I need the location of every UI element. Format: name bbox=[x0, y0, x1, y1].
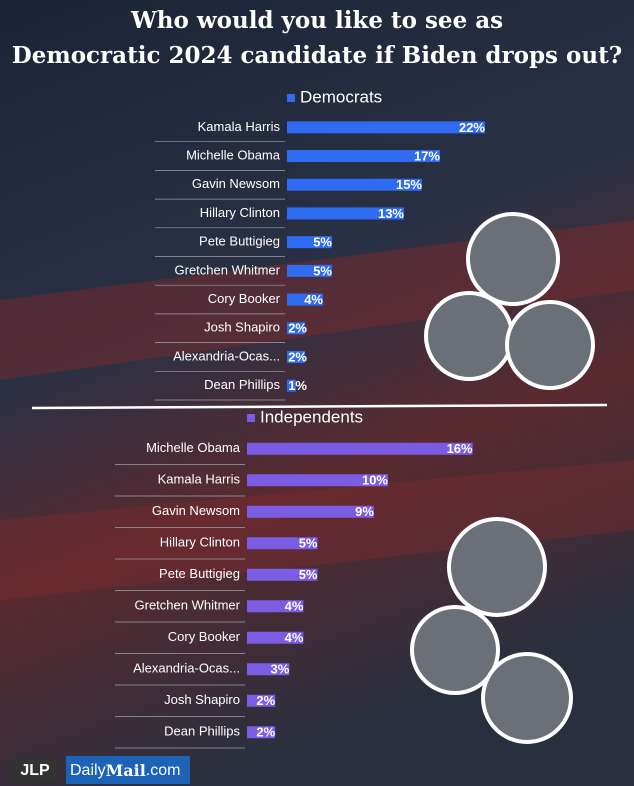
bar bbox=[287, 150, 440, 163]
category-label: Gretchen Whitmer bbox=[175, 262, 281, 277]
jlp-text: JLP bbox=[20, 762, 50, 779]
value-label: 10% bbox=[362, 473, 388, 488]
flag-stripe bbox=[0, 460, 634, 600]
bar bbox=[287, 264, 332, 277]
category-label: Alexandria-Ocas... bbox=[173, 348, 280, 363]
bar bbox=[247, 537, 318, 550]
value-label: 5% bbox=[313, 263, 332, 278]
value-label: 3% bbox=[271, 662, 290, 677]
legend-label: Democrats bbox=[300, 87, 382, 106]
bar bbox=[247, 694, 276, 707]
bar bbox=[247, 442, 473, 455]
category-label: Hillary Clinton bbox=[200, 205, 280, 220]
category-label: Pete Buttigieg bbox=[159, 566, 240, 581]
category-label: Hillary Clinton bbox=[160, 535, 240, 550]
bar bbox=[287, 236, 332, 249]
value-label: 2% bbox=[256, 693, 275, 708]
value-label: 5% bbox=[299, 567, 318, 582]
bar bbox=[287, 322, 305, 335]
value-label: 4% bbox=[285, 599, 304, 614]
legend-label: Independents bbox=[260, 407, 363, 426]
value-label: 22% bbox=[459, 120, 485, 135]
bar bbox=[247, 474, 388, 487]
divider bbox=[31, 403, 608, 410]
value-label: 13% bbox=[378, 206, 404, 221]
category-label: Gavin Newsom bbox=[192, 176, 280, 191]
bar bbox=[247, 505, 374, 518]
value-label: 5% bbox=[299, 536, 318, 551]
bar bbox=[247, 663, 290, 676]
value-label: 9% bbox=[355, 504, 374, 519]
bar bbox=[287, 293, 323, 306]
category-label: Alexandria-Ocas... bbox=[133, 661, 240, 676]
bar bbox=[287, 121, 485, 134]
bar bbox=[247, 600, 304, 613]
value-label: 5% bbox=[313, 235, 332, 250]
category-label: Josh Shapiro bbox=[204, 320, 280, 335]
value-label: 1% bbox=[288, 378, 307, 393]
category-label: Pete Buttigieg bbox=[199, 234, 280, 249]
category-label: Gavin Newsom bbox=[152, 503, 240, 518]
bar bbox=[287, 350, 305, 363]
value-label: 2% bbox=[288, 349, 307, 364]
category-label: Kamala Harris bbox=[198, 119, 281, 134]
bar bbox=[247, 568, 318, 581]
value-label: 17% bbox=[414, 148, 440, 163]
category-label: Cory Booker bbox=[168, 629, 241, 644]
bar bbox=[287, 207, 404, 220]
bar bbox=[247, 631, 304, 644]
bar bbox=[287, 379, 296, 392]
category-label: Kamala Harris bbox=[158, 472, 241, 487]
category-label: Gretchen Whitmer bbox=[135, 598, 241, 613]
category-label: Dean Phillips bbox=[164, 724, 240, 739]
jlp-logo bbox=[12, 758, 58, 782]
bar bbox=[247, 726, 276, 739]
legend-swatch bbox=[287, 94, 295, 102]
title-line-1: Who would you like to see as bbox=[130, 7, 503, 34]
value-label: 16% bbox=[447, 441, 473, 456]
value-label: 4% bbox=[285, 630, 304, 645]
category-label: Michelle Obama bbox=[146, 440, 241, 455]
value-label: 2% bbox=[288, 321, 307, 336]
category-label: Josh Shapiro bbox=[164, 692, 240, 707]
category-label: Michelle Obama bbox=[186, 147, 281, 162]
value-label: 15% bbox=[396, 177, 422, 192]
legend-swatch bbox=[247, 414, 255, 422]
bar bbox=[287, 178, 422, 191]
dailymail-text: DailyMail.com bbox=[70, 761, 180, 780]
value-label: 4% bbox=[304, 292, 323, 307]
category-label: Cory Booker bbox=[208, 291, 281, 306]
value-label: 2% bbox=[256, 725, 275, 740]
title-line-2: Democratic 2024 candidate if Biden drops… bbox=[12, 42, 622, 69]
category-label: Dean Phillips bbox=[204, 377, 280, 392]
photos bbox=[410, 212, 595, 744]
dailymail-logo bbox=[66, 756, 190, 784]
